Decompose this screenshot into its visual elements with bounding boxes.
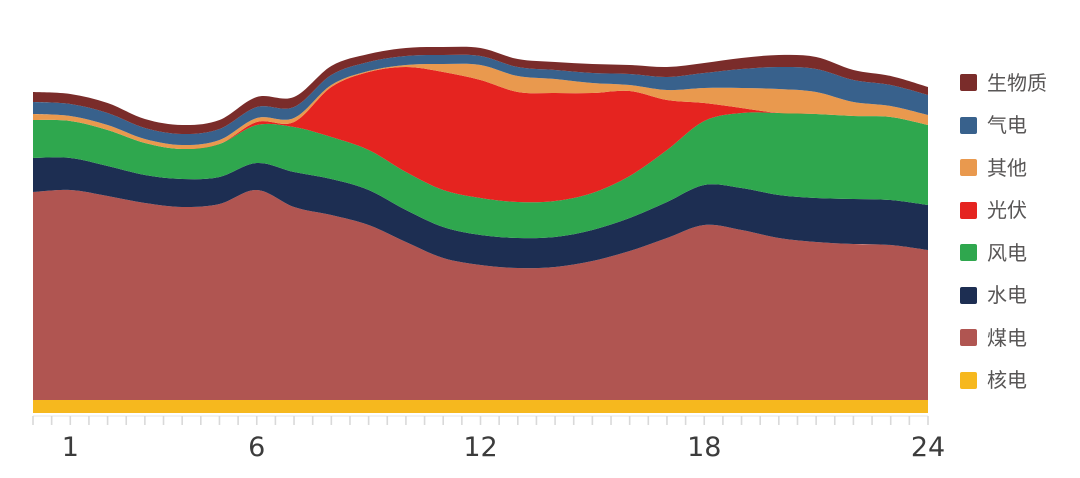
x-axis-tick-label: 24 — [911, 432, 945, 463]
x-axis — [32, 415, 929, 425]
x-axis-tick-label: 1 — [62, 432, 79, 463]
legend-swatch-solar-icon — [960, 201, 977, 219]
area-other — [33, 63, 928, 150]
legend-swatch-coal-icon — [960, 329, 977, 346]
legend-swatch-wind-icon — [960, 244, 977, 261]
legend-label-hydro: 水电 — [987, 283, 1027, 307]
legend-swatch-nuclear-icon — [960, 371, 977, 389]
legend-swatch-gas-icon — [960, 116, 977, 134]
area-wind — [33, 112, 928, 239]
area-gas — [33, 54, 928, 146]
chart-area-layers — [33, 46, 928, 413]
legend-label-gas: 气电 — [987, 113, 1027, 137]
legend-item-solar: 光伏 — [960, 200, 1047, 221]
legend-swatch-other-icon — [960, 159, 977, 176]
legend-swatch-hydro-icon — [960, 286, 977, 304]
legend-item-other: 其他 — [960, 157, 1047, 178]
legend-item-coal: 煤电 — [960, 327, 1047, 348]
area-hydro — [33, 157, 928, 269]
x-axis-tick-label: 6 — [248, 432, 265, 463]
area-nuclear — [33, 400, 928, 413]
legend-label-nuclear: 核电 — [987, 368, 1027, 392]
x-axis-labels: 1 6 12 18 24 — [62, 432, 945, 463]
legend-label-solar: 光伏 — [987, 198, 1027, 222]
legend-item-nuclear: 核电 — [960, 370, 1047, 391]
legend-label-biomass: 生物质 — [987, 70, 1047, 95]
x-axis-tick-label: 18 — [687, 432, 721, 463]
chart-legend: 生物质气电其他光伏风电水电煤电核电 — [960, 72, 1047, 412]
legend-swatch-biomass-icon — [960, 74, 977, 91]
legend-item-gas: 气电 — [960, 115, 1047, 136]
x-axis-tick-label: 12 — [463, 432, 497, 463]
legend-item-hydro: 水电 — [960, 285, 1047, 306]
legend-label-other: 其他 — [987, 155, 1027, 180]
area-solar — [33, 67, 928, 203]
area-biomass — [33, 46, 928, 135]
legend-item-wind: 风电 — [960, 242, 1047, 263]
legend-label-coal: 煤电 — [987, 325, 1027, 350]
legend-item-biomass: 生物质 — [960, 72, 1047, 93]
area-coal — [33, 189, 928, 400]
legend-label-wind: 风电 — [987, 240, 1027, 265]
